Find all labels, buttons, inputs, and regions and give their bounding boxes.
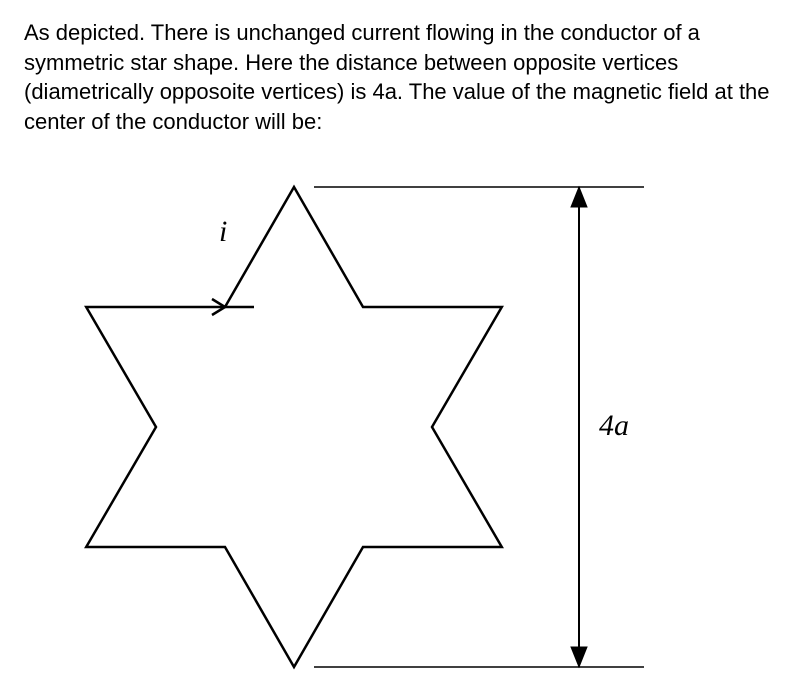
star-diagram <box>24 157 784 677</box>
current-label: i <box>219 215 227 249</box>
dimension-arrow-top <box>571 187 587 207</box>
question-text: As depicted. There is unchanged current … <box>24 18 776 137</box>
star-path <box>86 187 502 667</box>
distance-label: 4a <box>599 409 629 443</box>
dimension-arrow-bottom <box>571 647 587 667</box>
figure-container: i 4a <box>24 157 784 677</box>
